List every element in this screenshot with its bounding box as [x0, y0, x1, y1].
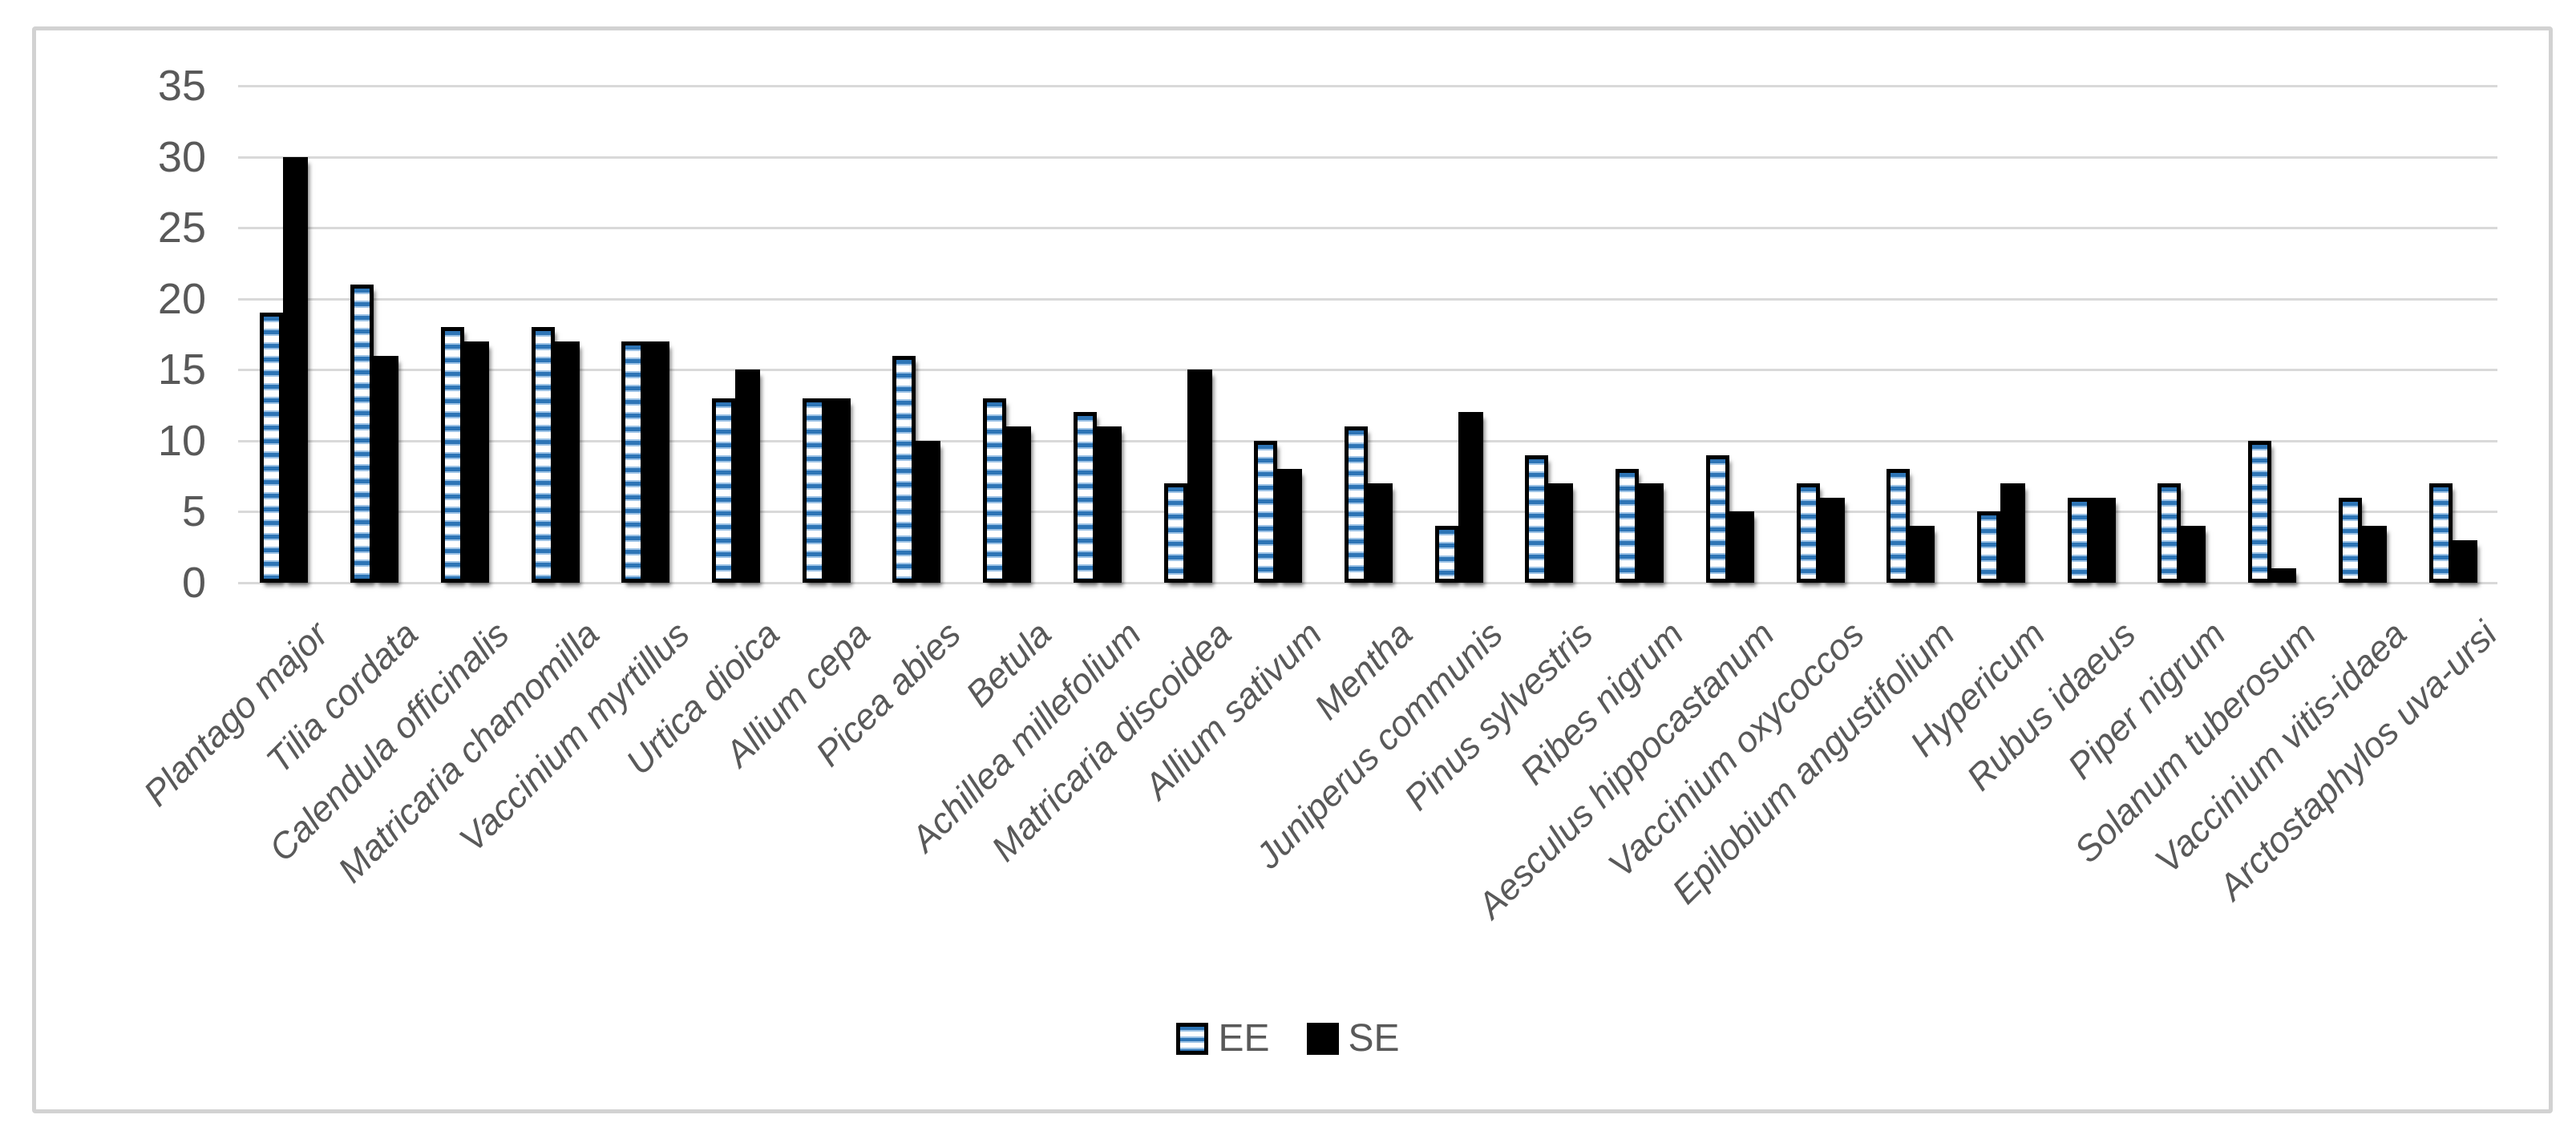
ee-bar — [2338, 497, 2362, 583]
legend-item-ee: EE — [1176, 1016, 1270, 1060]
se-bar — [645, 341, 670, 583]
se-bar — [2452, 539, 2477, 583]
se-bar — [2000, 483, 2026, 583]
y-gridline-0 — [238, 582, 2497, 584]
y-gridline-15 — [238, 369, 2497, 372]
ee-bar — [531, 327, 555, 583]
y-tick-label: 0 — [181, 559, 206, 607]
se-bar — [1639, 483, 1664, 583]
y-gridline-30 — [238, 156, 2497, 159]
se-bar — [374, 355, 399, 583]
se-bar — [1458, 412, 1483, 583]
ee-bar — [1345, 426, 1368, 583]
ee-bar — [892, 355, 916, 583]
y-tick-label: 15 — [157, 345, 206, 394]
se-bar — [283, 156, 309, 583]
ee-bar — [1525, 454, 1549, 583]
y-gridline-35 — [238, 85, 2497, 87]
se-bar — [2271, 568, 2297, 583]
y-gridline-25 — [238, 227, 2497, 230]
ee-bar — [440, 327, 464, 583]
y-tick-label: 25 — [157, 204, 206, 252]
ee-bar — [1977, 511, 2001, 583]
se-bar — [1096, 426, 1122, 583]
se-bar — [1187, 370, 1212, 583]
se-bar — [554, 341, 580, 583]
ee-bar — [711, 398, 735, 583]
ee-bar — [350, 285, 374, 583]
se-bar — [1819, 497, 1845, 583]
legend-label-ee: EE — [1218, 1017, 1270, 1060]
legend-label-se: SE — [1348, 1017, 1400, 1060]
legend-swatch-se — [1306, 1022, 1339, 1055]
ee-bar — [1887, 469, 1911, 583]
se-bar — [2181, 526, 2206, 583]
se-bar — [1277, 469, 1303, 583]
ee-bar — [260, 313, 284, 583]
se-bar — [825, 398, 851, 583]
y-tick-label: 10 — [157, 416, 206, 465]
se-bar — [1368, 483, 1393, 583]
ee-bar — [1434, 526, 1458, 583]
ee-bar — [1796, 483, 1820, 583]
y-tick-label: 30 — [157, 132, 206, 181]
y-tick-label: 20 — [157, 274, 206, 323]
legend: EE SE — [0, 1016, 2576, 1060]
y-tick-label: 5 — [181, 487, 206, 536]
ee-bar — [1616, 469, 1640, 583]
se-bar — [463, 341, 489, 583]
ee-bar — [1254, 440, 1278, 583]
se-bar — [1729, 511, 1754, 583]
ee-bar — [1163, 483, 1187, 583]
se-bar — [916, 440, 941, 583]
se-bar — [1910, 526, 1935, 583]
ee-bar — [2067, 497, 2091, 583]
se-bar — [1006, 426, 1032, 583]
y-gridline-10 — [238, 439, 2497, 442]
se-bar — [2361, 526, 2387, 583]
se-bar — [2090, 497, 2116, 583]
ee-bar — [621, 341, 645, 583]
y-tick-label: 35 — [157, 62, 206, 110]
ee-bar — [1705, 454, 1729, 583]
se-bar — [734, 370, 760, 583]
se-bar — [1548, 483, 1574, 583]
ee-bar — [1073, 412, 1097, 583]
ee-bar — [2157, 483, 2182, 583]
ee-bar — [802, 398, 826, 583]
ee-bar — [2428, 483, 2453, 583]
y-gridline-20 — [238, 297, 2497, 301]
legend-item-se: SE — [1306, 1016, 1400, 1060]
legend-swatch-ee — [1176, 1022, 1209, 1055]
ee-bar — [2248, 440, 2272, 583]
ee-bar — [983, 398, 1007, 583]
